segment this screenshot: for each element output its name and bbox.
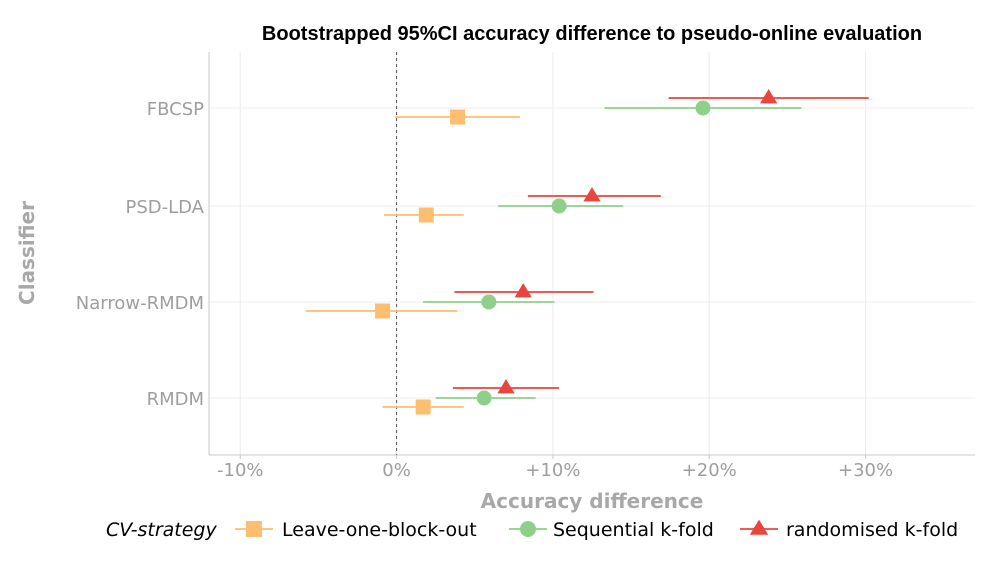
data-point [695, 100, 711, 116]
chart-title: Bootstrapped 95%CI accuracy difference t… [262, 23, 922, 45]
legend-label: Leave-one-block-out [282, 519, 477, 541]
x-tick-label: +30% [838, 460, 893, 481]
data-point [514, 283, 532, 298]
x-tick-label: -10% [217, 460, 264, 481]
x-tick-label: +10% [525, 460, 580, 481]
y-tick-label: PSD-LDA [125, 197, 204, 218]
legend-item: Leave-one-block-out [235, 519, 477, 541]
grid [209, 52, 975, 455]
legend-item: Sequential k-fold [509, 519, 714, 541]
data-point [760, 89, 778, 104]
legend-label: randomised k-fold [786, 519, 958, 541]
data-point [583, 187, 601, 202]
data-point [375, 303, 391, 319]
y-tick-label: Narrow-RMDM [76, 293, 204, 314]
series-square [305, 109, 521, 415]
legend-key-square [246, 521, 262, 537]
legend: CV-strategy Leave-one-block-out Sequential… [106, 519, 958, 541]
y-tick-label: FBCSP [147, 99, 204, 120]
legend-label: Sequential k-fold [553, 519, 714, 541]
data-point [415, 399, 431, 415]
data-point [418, 207, 434, 223]
y-axis-title: Classifier [15, 201, 39, 305]
axes: -10% 0% +10% +20% +30% FBCSP PSD-LDA Narrow-RMD… [76, 52, 975, 481]
x-tick-label: +20% [682, 460, 737, 481]
series-circle [423, 100, 802, 406]
data-point [497, 379, 515, 394]
legend-key-circle [520, 521, 536, 537]
legend-title: CV-strategy [106, 519, 217, 541]
data-point [481, 294, 497, 310]
data-point [551, 198, 567, 214]
y-tick-label: RMDM [147, 389, 204, 410]
legend-key-triangle [749, 519, 769, 535]
data-point [450, 109, 466, 125]
x-axis-title: Accuracy difference [481, 489, 704, 513]
legend-item: randomised k-fold [740, 519, 958, 541]
series-triangle [452, 89, 869, 394]
x-tick-label: 0% [382, 460, 411, 481]
data-point [476, 390, 492, 406]
plot-marks [305, 89, 869, 415]
